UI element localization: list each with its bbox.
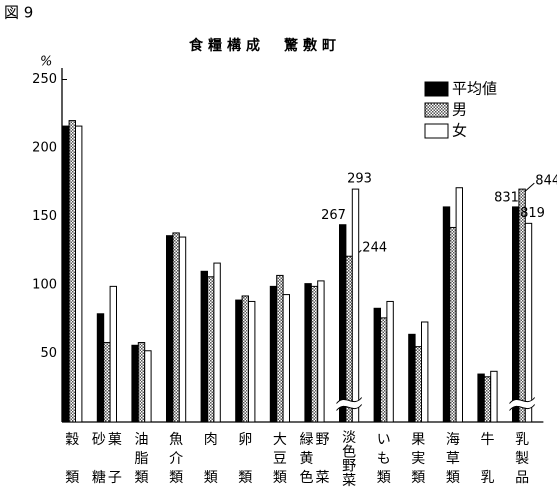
bar xyxy=(310,285,319,423)
x-tick-label: 卵類 xyxy=(238,432,252,486)
data-label: 267 xyxy=(321,208,346,223)
bar xyxy=(131,344,139,423)
bar xyxy=(414,346,423,423)
bar xyxy=(339,224,347,423)
axis-break-line xyxy=(509,397,536,404)
x-tick-label: 果実類 xyxy=(411,432,425,486)
bar xyxy=(442,206,451,423)
bar xyxy=(512,206,520,423)
x-tick-label: 砂糖 xyxy=(92,432,106,486)
chart-title: 食糧構成 驚敷町 xyxy=(189,37,341,54)
bar xyxy=(455,187,464,423)
axis-break xyxy=(507,398,538,410)
bar xyxy=(282,294,291,423)
label-leader xyxy=(524,182,535,192)
x-tick-label: 海草類 xyxy=(446,432,460,486)
x-tick-label: 淡色野菜 xyxy=(342,430,356,488)
bar xyxy=(62,125,70,423)
y-tick-label: 150 xyxy=(32,209,57,224)
x-tick-label: 穀類 xyxy=(65,432,79,486)
bar xyxy=(483,376,492,423)
bar xyxy=(109,285,117,423)
y-tick-label: 250 xyxy=(32,72,57,87)
bar xyxy=(449,226,457,423)
y-tick-label: 200 xyxy=(32,141,57,156)
bar xyxy=(172,232,180,423)
bar xyxy=(75,125,83,423)
bar xyxy=(178,236,187,423)
bar xyxy=(408,333,416,423)
x-tick-label: 乳製品 xyxy=(515,432,529,486)
legend-label: 平均値 xyxy=(452,80,497,98)
bar xyxy=(248,300,256,423)
data-label: 831 xyxy=(494,190,519,205)
y-tick-label: 100 xyxy=(32,278,57,293)
axis-break xyxy=(334,398,365,410)
data-label: 819 xyxy=(520,206,545,221)
x-tick-label: 油脂類 xyxy=(135,432,149,486)
bar xyxy=(386,300,394,423)
axis-break-line xyxy=(336,404,363,411)
x-tick-label: 肉類 xyxy=(204,432,218,486)
bar xyxy=(524,222,533,423)
bar xyxy=(166,235,174,423)
x-tick-label: 大豆類 xyxy=(273,432,287,486)
bar xyxy=(421,321,429,423)
bar xyxy=(380,317,388,423)
x-tick-label: 菓子 xyxy=(108,432,122,486)
bar xyxy=(477,373,485,423)
x-tick-label: 野菜 xyxy=(316,432,330,486)
bar xyxy=(103,342,111,423)
bar xyxy=(241,295,250,423)
data-label: 844 xyxy=(535,174,557,189)
bar xyxy=(144,350,152,423)
figure-label: 図 9 xyxy=(4,4,33,22)
bar xyxy=(137,342,146,423)
data-label: 293 xyxy=(347,172,372,187)
bar xyxy=(96,313,105,423)
bar xyxy=(304,283,312,423)
bar xyxy=(351,188,360,423)
bar xyxy=(200,270,209,423)
data-label: 244 xyxy=(362,241,387,256)
legend-label: 男 xyxy=(452,101,467,119)
bar xyxy=(373,307,382,423)
bar xyxy=(207,276,215,423)
y-tick-label: 50 xyxy=(40,346,57,361)
x-tick-label: 牛乳 xyxy=(481,432,495,486)
bar xyxy=(276,274,284,423)
bar xyxy=(235,299,243,423)
bar xyxy=(269,285,278,423)
y-unit: % xyxy=(40,55,52,70)
legend-swatch xyxy=(424,102,449,118)
x-tick-label: 魚介類 xyxy=(169,432,183,486)
bar xyxy=(213,262,221,423)
x-tick-label: いも類 xyxy=(377,432,391,486)
bar xyxy=(490,370,498,423)
legend-swatch xyxy=(424,81,449,97)
axis-break-line xyxy=(336,397,363,404)
bar xyxy=(68,120,76,423)
x-tick-label: 緑黄色 xyxy=(300,432,314,486)
bar xyxy=(317,280,325,423)
axis-break-line xyxy=(509,404,536,411)
bar xyxy=(345,255,353,423)
legend-swatch xyxy=(424,123,449,139)
bar xyxy=(518,188,526,423)
legend-label: 女 xyxy=(452,122,467,140)
